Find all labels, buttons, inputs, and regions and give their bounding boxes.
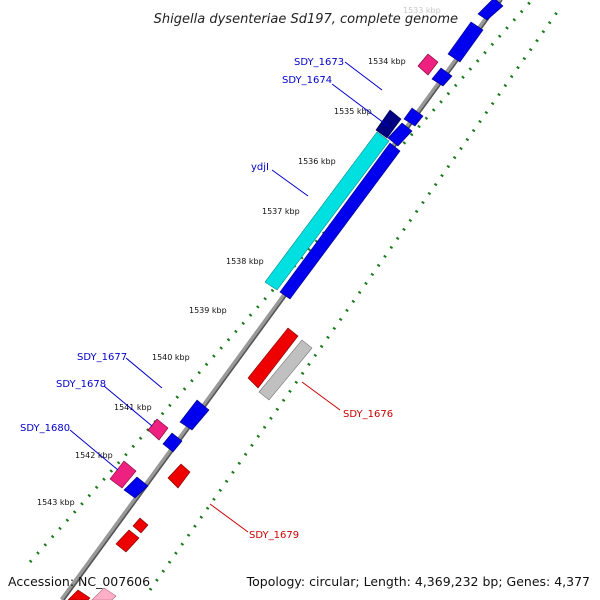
gene-label[interactable]: SDY_1677 — [77, 352, 127, 363]
gene-SDY_1673[interactable] — [417, 53, 439, 76]
tick-label: 1542 kbp — [75, 451, 113, 460]
tick-label: 1538 kbp — [226, 257, 264, 266]
gene-ydjI[interactable] — [264, 131, 390, 291]
gene-arrow-reverse[interactable] — [132, 517, 149, 534]
callout-line — [271, 169, 309, 197]
callout-line — [103, 385, 153, 427]
gene-SDY_1679[interactable] — [167, 463, 191, 489]
tick-label: 1541 kbp — [114, 403, 152, 412]
gene-arrow-forward[interactable] — [403, 107, 424, 127]
gene-arrow-forward[interactable] — [387, 122, 413, 147]
callout-line — [69, 429, 119, 471]
backbone-line — [59, 0, 503, 600]
gene-label[interactable]: SDY_1678 — [56, 379, 106, 390]
gene-arrow-reverse[interactable] — [91, 587, 117, 600]
gene-SDY_1677[interactable] — [147, 418, 169, 441]
gene-arrow-reverse[interactable] — [67, 589, 91, 600]
gene-label[interactable]: ydjI — [251, 162, 269, 173]
gene-label[interactable]: SDY_1676 — [343, 409, 393, 420]
gene-SDY_1676[interactable] — [247, 327, 299, 389]
gene-arrow-reverse[interactable] — [115, 529, 140, 553]
callout-line — [301, 381, 341, 411]
gene-SDY_1674[interactable] — [375, 109, 402, 139]
gene-SDY_1678[interactable] — [109, 460, 137, 489]
callout-line — [344, 61, 383, 91]
gene-arrow-forward[interactable] — [477, 0, 504, 21]
gene-label[interactable]: SDY_1673 — [294, 57, 344, 68]
gene-label[interactable]: SDY_1674 — [282, 75, 332, 86]
callout-line — [209, 503, 249, 533]
gene-arrow-forward[interactable] — [447, 21, 484, 63]
gene-arrow-forward[interactable] — [431, 67, 453, 87]
gene-arrow-forward[interactable] — [279, 142, 401, 300]
outer-dotted-guide — [28, 0, 534, 563]
inner-dotted-guide — [148, 7, 562, 591]
tick-label: 1533 kbp — [403, 6, 441, 15]
tick-label: 1539 kbp — [189, 306, 227, 315]
map-title: Shigella dysenteriae Sd197, complete gen… — [154, 12, 458, 27]
accession-text: Accession: NC_007606 — [8, 574, 150, 589]
tick-label: 1540 kbp — [152, 353, 190, 362]
tick-label: 1534 kbp — [368, 57, 406, 66]
gene-label[interactable]: SDY_1680 — [20, 423, 70, 434]
backbone-line-shadow — [63, 0, 503, 600]
tick-label: 1536 kbp — [298, 157, 336, 166]
callout-line — [331, 83, 389, 127]
gene-SDY_1680[interactable] — [123, 476, 149, 499]
gene-arrow-forward[interactable] — [162, 432, 183, 453]
genome-summary-text: Topology: circular; Length: 4,369,232 bp… — [246, 574, 590, 589]
tick-label: 1543 kbp — [37, 498, 75, 507]
gene-arrow-reverse[interactable] — [258, 339, 313, 401]
callout-line — [125, 357, 163, 389]
tick-label: 1535 kbp — [334, 107, 372, 116]
gene-label[interactable]: SDY_1679 — [249, 530, 299, 541]
tick-label: 1537 kbp — [262, 207, 300, 216]
gene-arrow-forward[interactable] — [179, 399, 210, 431]
